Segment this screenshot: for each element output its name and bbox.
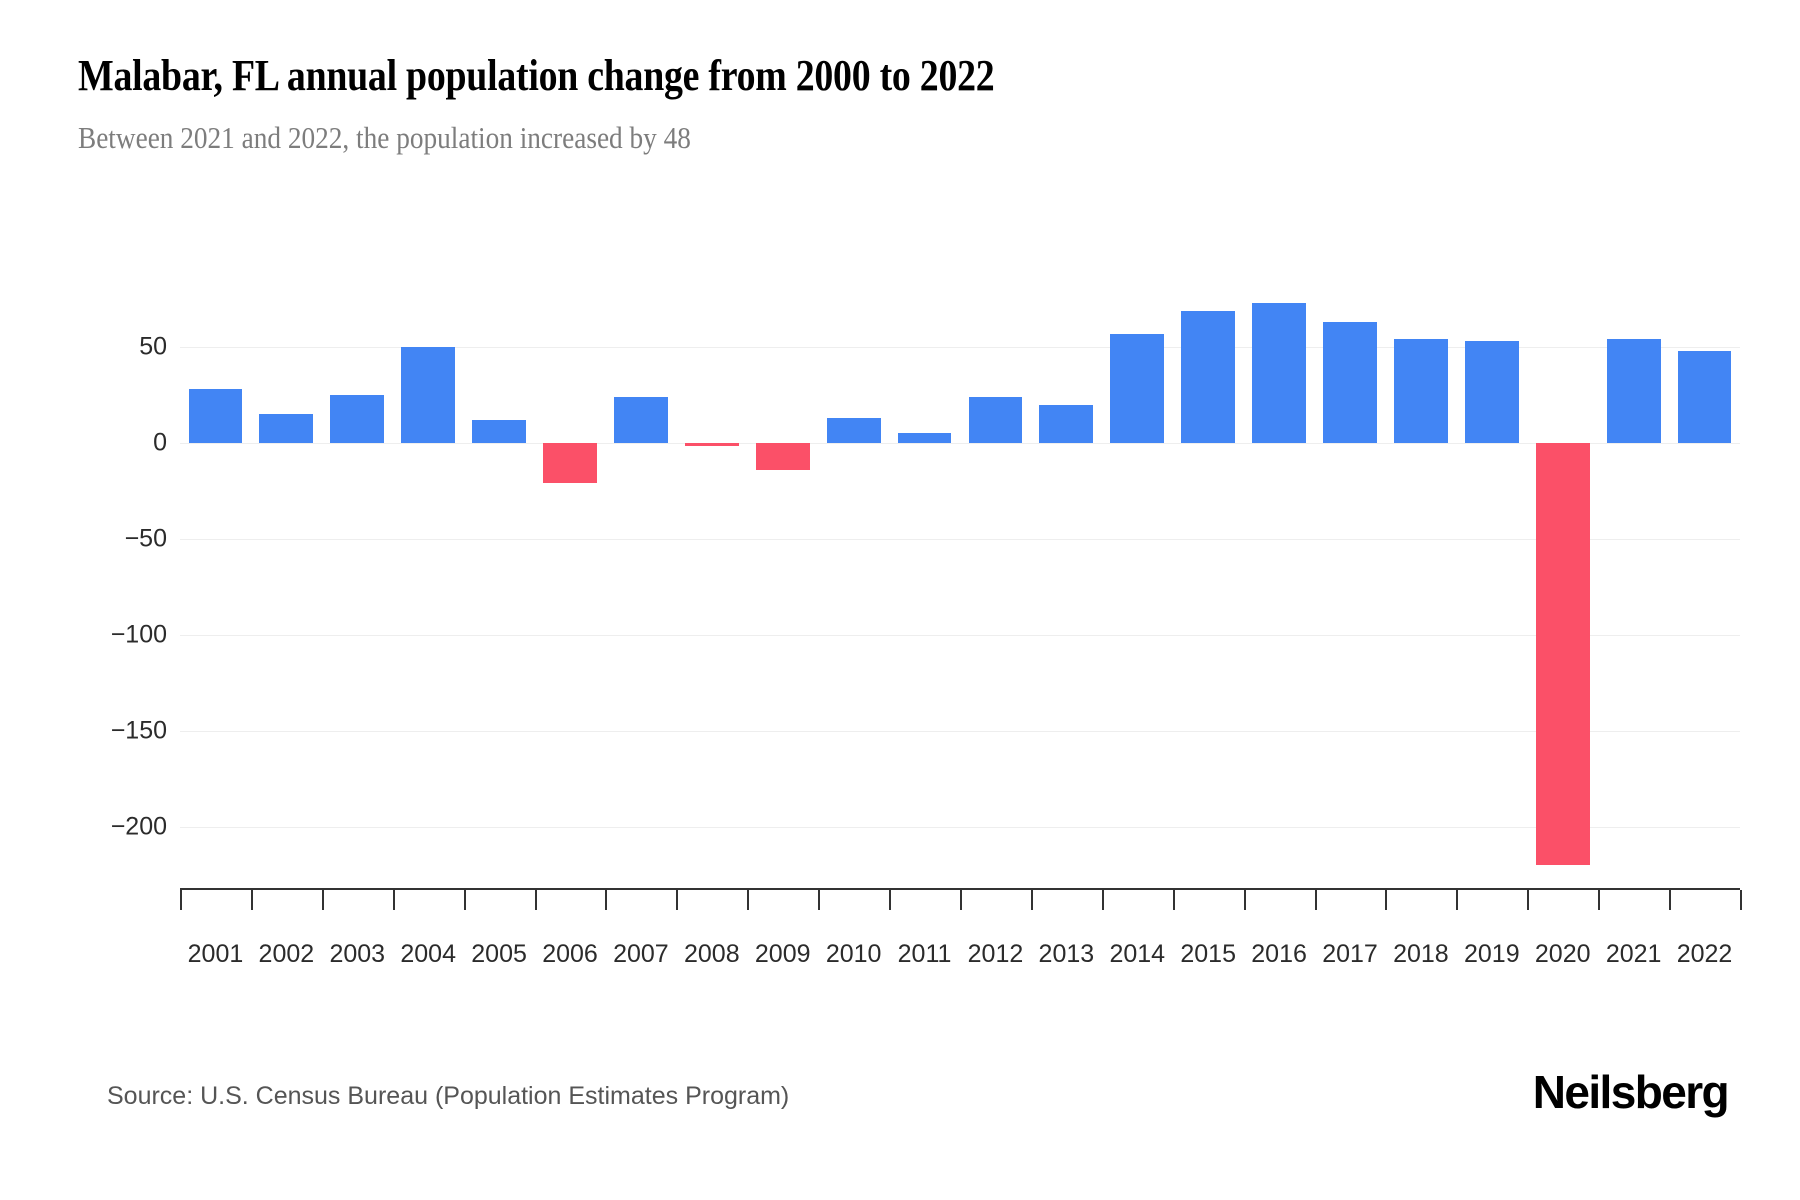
y-gridline xyxy=(180,635,1740,636)
page-subtitle: Between 2021 and 2022, the population in… xyxy=(78,120,691,155)
x-axis-tick xyxy=(1101,890,1104,910)
x-axis-tick-label: 2008 xyxy=(684,940,740,968)
x-axis-tick-label: 2005 xyxy=(471,940,527,968)
x-axis-tick xyxy=(747,890,750,910)
bar-2014[interactable] xyxy=(1110,333,1165,443)
y-axis-tick-label: 0 xyxy=(153,428,167,457)
x-axis-tick-label: 2018 xyxy=(1393,940,1449,968)
x-axis-tick-label: 2011 xyxy=(897,940,952,968)
x-axis-tick xyxy=(534,890,537,910)
y-gridline xyxy=(180,347,1740,348)
y-axis-tick-label: 50 xyxy=(139,332,167,361)
x-axis-tick xyxy=(1598,890,1601,910)
bar-2003[interactable] xyxy=(330,395,385,443)
bar-2007[interactable] xyxy=(613,396,668,443)
x-axis-tick xyxy=(180,890,182,910)
x-axis-tick xyxy=(1314,890,1317,910)
x-axis-tick-label: 2019 xyxy=(1464,940,1520,968)
bar-2009[interactable] xyxy=(755,443,810,470)
x-axis-tick xyxy=(321,890,324,910)
bar-2011[interactable] xyxy=(897,433,952,443)
x-axis-tick-label: 2012 xyxy=(967,940,1024,968)
bar-2016[interactable] xyxy=(1252,302,1307,443)
bar-2010[interactable] xyxy=(826,418,881,443)
x-axis-tick-label: 2014 xyxy=(1109,940,1166,968)
bar-2012[interactable] xyxy=(968,396,1023,443)
bar-2019[interactable] xyxy=(1464,341,1519,443)
x-axis-tick-label: 2007 xyxy=(613,940,669,968)
y-axis-tick-label: −100 xyxy=(110,620,167,649)
y-axis-tick-label: −200 xyxy=(110,812,167,841)
x-axis-tick xyxy=(818,890,821,910)
x-axis-tick xyxy=(1456,890,1459,910)
x-axis-tick xyxy=(1740,890,1742,910)
x-axis-tick-label: 2015 xyxy=(1180,940,1236,968)
x-axis-tick xyxy=(1243,890,1246,910)
bar-2015[interactable] xyxy=(1181,310,1236,443)
x-axis-tick xyxy=(676,890,679,910)
x-axis-tick xyxy=(1030,890,1033,910)
x-axis-tick xyxy=(1385,890,1388,910)
bar-2006[interactable] xyxy=(543,443,597,484)
x-axis-tick-label: 2016 xyxy=(1251,940,1307,968)
y-gridline xyxy=(180,539,1740,540)
brand-logo: Neilsberg xyxy=(1532,1066,1730,1118)
page-title: Malabar, FL annual population change fro… xyxy=(78,51,995,100)
x-axis-tick-label: 2006 xyxy=(542,940,598,968)
bar-2022[interactable] xyxy=(1677,350,1732,443)
y-gridline xyxy=(180,731,1740,732)
x-axis-tick xyxy=(1527,890,1530,910)
x-axis-tick-label: 2022 xyxy=(1676,940,1733,968)
x-axis-tick xyxy=(392,890,395,910)
x-axis-tick xyxy=(1172,890,1175,910)
bar-2008[interactable] xyxy=(684,443,739,446)
y-gridline xyxy=(180,827,1740,828)
x-axis-line xyxy=(180,888,1740,890)
x-axis-tick xyxy=(889,890,892,910)
x-axis-tick-label: 2017 xyxy=(1322,940,1378,968)
x-axis-tick xyxy=(605,890,608,910)
x-axis-tick-label: 2001 xyxy=(187,940,244,968)
x-axis-tick-label: 2004 xyxy=(400,940,456,968)
bar-2002[interactable] xyxy=(259,414,314,443)
x-axis-tick xyxy=(250,890,253,910)
x-axis-tick-label: 2010 xyxy=(825,940,882,968)
bar-2021[interactable] xyxy=(1606,339,1661,443)
x-axis-tick-label: 2002 xyxy=(258,940,315,968)
x-axis-tick xyxy=(463,890,466,910)
x-axis-tick-label: 2013 xyxy=(1038,940,1095,968)
bar-2017[interactable] xyxy=(1323,322,1377,443)
x-axis-tick-label: 2021 xyxy=(1605,940,1662,968)
bar-2001[interactable] xyxy=(188,389,243,443)
bar-2005[interactable] xyxy=(472,419,527,443)
x-axis-tick-label: 2009 xyxy=(754,940,811,968)
y-axis-tick-label: −50 xyxy=(124,524,167,553)
bar-2020[interactable] xyxy=(1535,443,1590,866)
bar-2018[interactable] xyxy=(1393,339,1448,443)
y-axis-tick-label: −150 xyxy=(110,716,167,745)
y-gridline xyxy=(180,443,1740,444)
x-axis-tick-label: 2020 xyxy=(1534,940,1591,968)
x-axis-tick xyxy=(960,890,962,910)
source-note: Source: U.S. Census Bureau (Population E… xyxy=(107,1082,790,1110)
x-axis-tick xyxy=(1669,890,1672,910)
bar-2013[interactable] xyxy=(1039,404,1094,443)
bar-2004[interactable] xyxy=(401,347,456,443)
x-axis-tick-label: 2003 xyxy=(329,940,386,968)
